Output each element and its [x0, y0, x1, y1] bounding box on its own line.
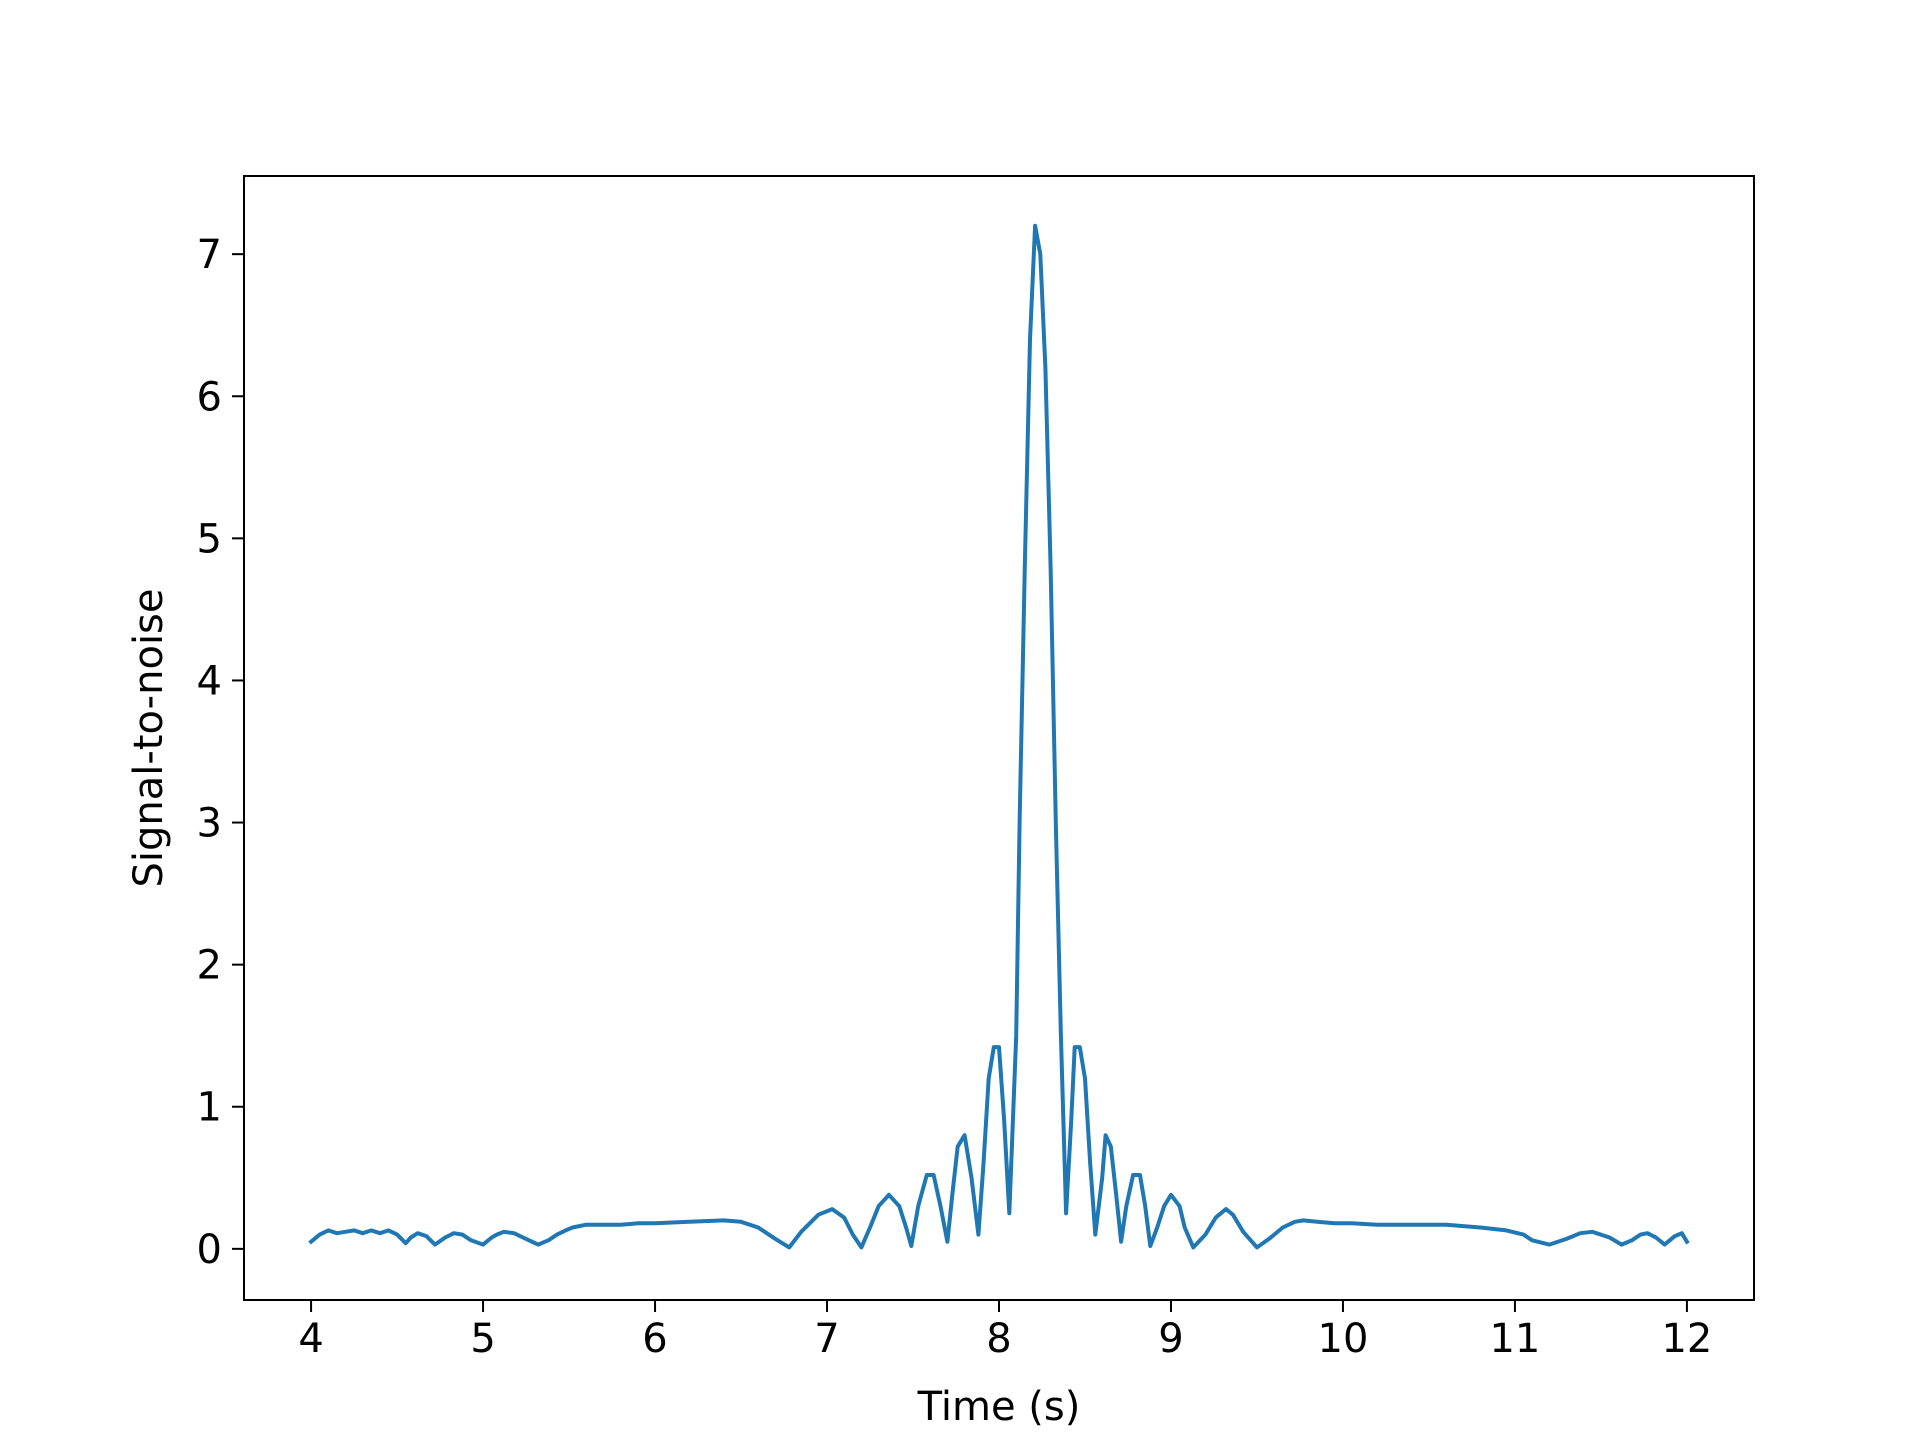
x-tick-label: 6 — [642, 1316, 667, 1362]
y-axis-ticks: 0 1 2 3 4 5 6 7 — [197, 232, 244, 1273]
series-line — [308, 223, 1690, 1250]
y-tick-label: 2 — [197, 943, 222, 989]
plot-frame — [243, 175, 1755, 1301]
x-tick-label: 5 — [470, 1316, 495, 1362]
x-tick-label: 12 — [1661, 1316, 1712, 1362]
y-tick-label: 3 — [197, 801, 222, 847]
x-tick-label: 7 — [814, 1316, 839, 1362]
y-tick-label: 4 — [197, 658, 222, 704]
plot-area — [243, 175, 1755, 1301]
y-tick-label: 7 — [197, 232, 222, 278]
x-tick-label: 11 — [1489, 1316, 1540, 1362]
x-axis-label: Time (s) — [917, 1384, 1081, 1430]
x-axis-ticks: 4 5 6 7 8 9 10 11 12 — [298, 1300, 1712, 1362]
y-tick-label: 1 — [197, 1085, 222, 1131]
x-tick-label: 4 — [298, 1316, 323, 1362]
y-tick-label: 0 — [197, 1227, 222, 1273]
x-tick-label: 10 — [1318, 1316, 1369, 1362]
y-axis-label: Signal-to-noise — [126, 588, 172, 887]
y-tick-label: 5 — [197, 516, 222, 562]
x-tick-label: 8 — [986, 1316, 1011, 1362]
y-tick-label: 6 — [197, 374, 222, 420]
x-tick-label: 9 — [1158, 1316, 1183, 1362]
